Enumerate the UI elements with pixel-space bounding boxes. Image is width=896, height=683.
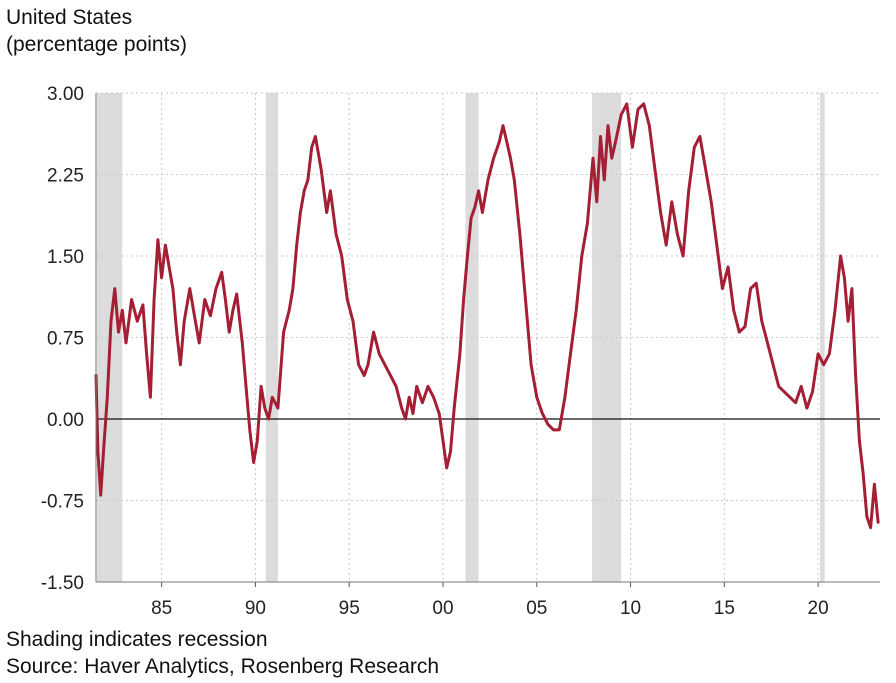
chart-title: United States (percentage points) [6,4,187,58]
x-tick-label: 85 [151,598,172,619]
recession-note: Shading indicates recession [6,628,268,651]
x-tick-label: 90 [245,598,266,619]
y-tick-label: 1.50 [47,247,84,268]
y-axis-ticks: 3.00 2.25 1.50 0.75 0.00 -0.75 -1.50 [41,84,84,594]
y-tick-label: 0.00 [47,410,84,431]
series-group [94,102,880,530]
y-tick-label: 3.00 [47,84,84,105]
y-tick-label: -1.50 [41,573,84,594]
gridlines-group [96,92,880,582]
x-tick-label: 10 [620,598,641,619]
x-tick-label: 00 [432,598,453,619]
x-axis-ticks: 85 90 95 00 05 10 15 20 [151,582,829,619]
chart-title-line-1: United States [6,6,133,29]
y-tick-label: 2.25 [47,166,84,187]
y-tick-label: 0.75 [47,329,84,350]
chart-subtitle-units: (percentage points) [6,33,187,56]
source-note: Source: Haver Analytics, Rosenberg Resea… [6,655,440,678]
x-tick-label: 95 [339,598,360,619]
x-tick-label: 05 [526,598,547,619]
series-line-0 [94,102,880,530]
axes-group [95,93,880,583]
y-tick-label: -0.75 [41,492,84,513]
x-tick-label: 20 [808,598,829,619]
chart-footer: Shading indicates recession Source: Have… [6,626,439,680]
x-tick-label: 15 [714,598,735,619]
